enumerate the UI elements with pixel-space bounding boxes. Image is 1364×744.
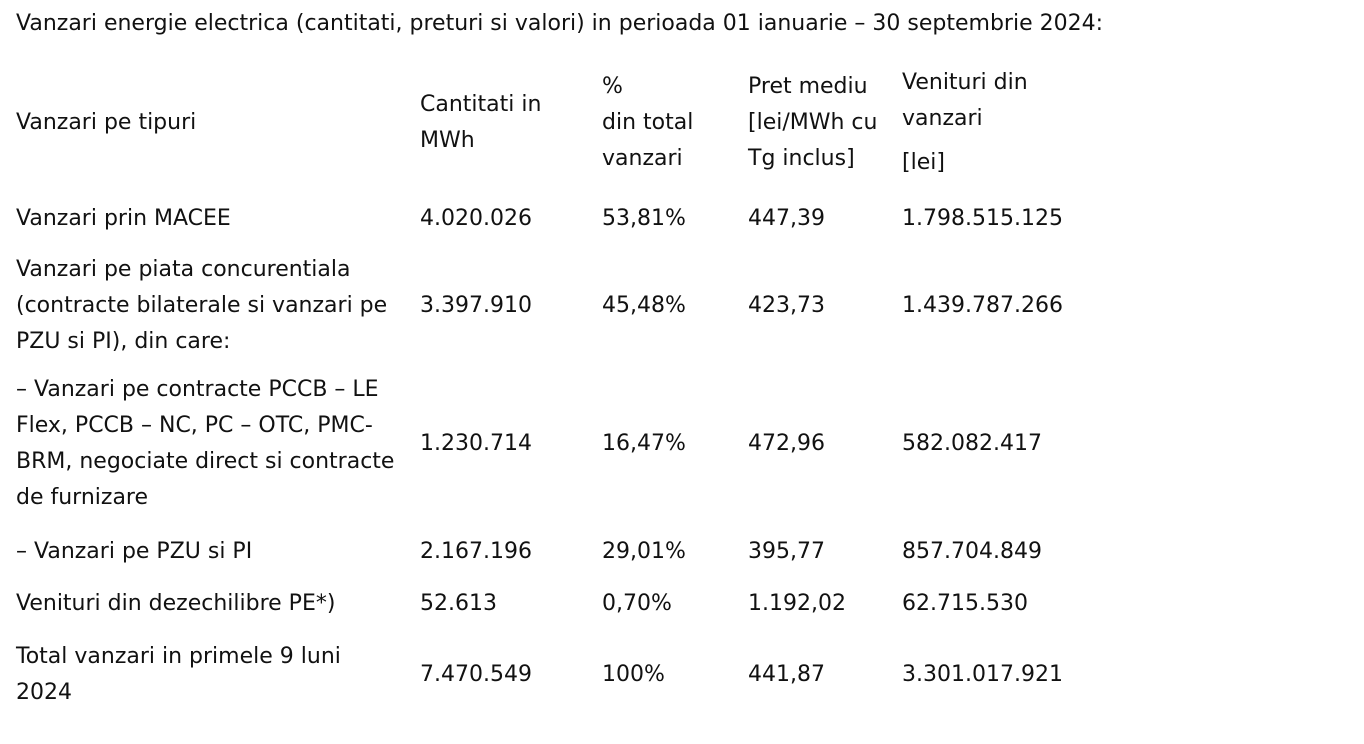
cell-type: Vanzari pe piata concurentiala (contract…	[0, 250, 420, 362]
cell-type: Total vanzari in primele 9 luni 2024	[0, 630, 420, 720]
table-row: – Vanzari pe contracte PCCB – LE Flex, P…	[0, 362, 1152, 526]
cell-revenue: 62.715.530	[902, 591, 1028, 616]
cell-type-line: PZU si PI), din care:	[16, 329, 231, 354]
cell-quantity: 2.167.196	[420, 539, 532, 564]
cell-type-line: (contracte bilaterale si vanzari pe	[16, 293, 388, 318]
cell-type-line: – Vanzari pe contracte PCCB – LE	[16, 377, 379, 402]
cell-share: 29,01%	[602, 539, 686, 564]
cell-quantity: 7.470.549	[420, 662, 532, 687]
header-revenue-line: [lei]	[902, 150, 945, 175]
header-type: Vanzari pe tipuri	[0, 58, 420, 188]
cell-type-line: Venituri din dezechilibre PE*)	[16, 591, 336, 616]
header-price-line: Tg inclus]	[748, 146, 855, 171]
cell-price: 441,87	[748, 662, 825, 687]
cell-share: 16,47%	[602, 431, 686, 456]
cell-quantity: 4.020.026	[420, 206, 532, 231]
cell-type-line: – Vanzari pe PZU si PI	[16, 539, 253, 564]
cell-revenue: 582.082.417	[902, 431, 1042, 456]
table-row: Vanzari pe piata concurentiala (contract…	[0, 250, 1152, 362]
header-revenue-gap	[902, 137, 1152, 145]
cell-quantity: 1.230.714	[420, 431, 532, 456]
cell-type-line: Total vanzari in primele 9 luni	[16, 644, 341, 669]
header-share-line: %	[602, 74, 623, 99]
cell-share: 53,81%	[602, 206, 686, 231]
header-quantity-line: Cantitati in	[420, 92, 542, 117]
header-quantity-line: MWh	[420, 128, 475, 153]
page-title: Vanzari energie electrica (cantitati, pr…	[16, 11, 1103, 36]
table-row-total: Total vanzari in primele 9 luni 2024 7.4…	[0, 630, 1152, 720]
header-revenue: Venituri din vanzari [lei]	[902, 58, 1152, 188]
header-share-line: din total	[602, 110, 694, 135]
cell-type: – Vanzari pe contracte PCCB – LE Flex, P…	[0, 362, 420, 526]
header-type-line: Vanzari pe tipuri	[16, 110, 197, 135]
header-price-line: [lei/MWh cu	[748, 110, 878, 135]
table-row: – Vanzari pe PZU si PI 2.167.196 29,01% …	[0, 526, 1152, 578]
cell-type-line: Vanzari pe piata concurentiala	[16, 257, 351, 282]
cell-type-line: de furnizare	[16, 485, 149, 510]
sales-table: Vanzari pe tipuri Cantitati in MWh % din…	[0, 58, 1152, 720]
cell-type-line: 2024	[16, 680, 72, 705]
cell-quantity: 52.613	[420, 591, 497, 616]
table-row: Venituri din dezechilibre PE*) 52.613 0,…	[0, 578, 1152, 630]
table-row: Vanzari prin MACEE 4.020.026 53,81% 447,…	[0, 188, 1152, 250]
cell-type-line: BRM, negociate direct si contracte	[16, 449, 395, 474]
cell-price: 395,77	[748, 539, 825, 564]
cell-quantity: 3.397.910	[420, 293, 532, 318]
cell-revenue: 857.704.849	[902, 539, 1042, 564]
cell-share: 100%	[602, 662, 665, 687]
table-header-row: Vanzari pe tipuri Cantitati in MWh % din…	[0, 58, 1152, 188]
header-revenue-line: Venituri din	[902, 70, 1028, 95]
cell-price: 447,39	[748, 206, 825, 231]
header-quantity: Cantitati in MWh	[420, 58, 602, 188]
cell-type: Venituri din dezechilibre PE*)	[0, 578, 420, 630]
cell-type-line: Vanzari prin MACEE	[16, 206, 231, 231]
header-revenue-line: vanzari	[902, 106, 983, 131]
header-share: % din total vanzari	[602, 58, 748, 188]
header-share-line: vanzari	[602, 146, 683, 171]
cell-revenue: 3.301.017.921	[902, 662, 1063, 687]
cell-type: Vanzari prin MACEE	[0, 188, 420, 250]
cell-price: 1.192,02	[748, 591, 846, 616]
cell-price: 472,96	[748, 431, 825, 456]
cell-type: – Vanzari pe PZU si PI	[0, 526, 420, 578]
header-price: Pret mediu [lei/MWh cu Tg inclus]	[748, 58, 902, 188]
cell-type-line: Flex, PCCB – NC, PC – OTC, PMC-	[16, 413, 373, 438]
header-price-line: Pret mediu	[748, 74, 868, 99]
cell-share: 45,48%	[602, 293, 686, 318]
cell-revenue: 1.798.515.125	[902, 206, 1063, 231]
cell-price: 423,73	[748, 293, 825, 318]
cell-revenue: 1.439.787.266	[902, 293, 1063, 318]
cell-share: 0,70%	[602, 591, 672, 616]
